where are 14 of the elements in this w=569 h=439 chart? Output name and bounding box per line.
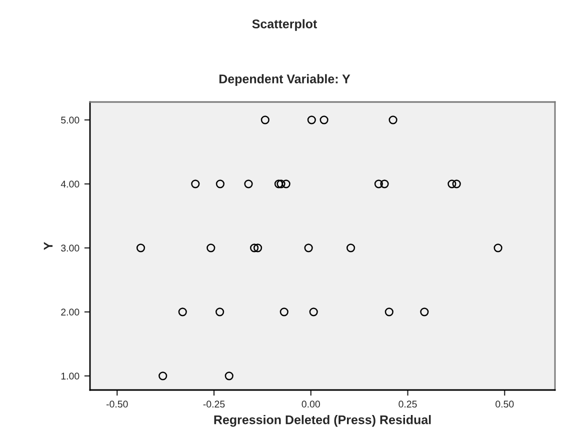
x-tick-label: -0.25 <box>203 400 225 408</box>
y-axis-title: Y <box>44 242 53 250</box>
x-tick-label: 0.50 <box>496 400 514 408</box>
y-tick-label: 1.00 <box>61 372 80 380</box>
y-tick-label: 5.00 <box>61 116 80 124</box>
chart-subtitle: Dependent Variable: Y <box>219 74 350 86</box>
x-tick-label: -0.50 <box>106 400 128 408</box>
x-tick-label: 0.00 <box>302 400 320 408</box>
x-axis-title: Regression Deleted (Press) Residual <box>214 415 431 427</box>
x-tick-label: 0.25 <box>398 400 417 408</box>
chart-title: Scatterplot <box>252 19 317 31</box>
y-tick-label: 2.00 <box>61 308 80 316</box>
y-tick-label: 3.00 <box>61 244 80 252</box>
y-tick-label: 4.00 <box>60 180 80 188</box>
